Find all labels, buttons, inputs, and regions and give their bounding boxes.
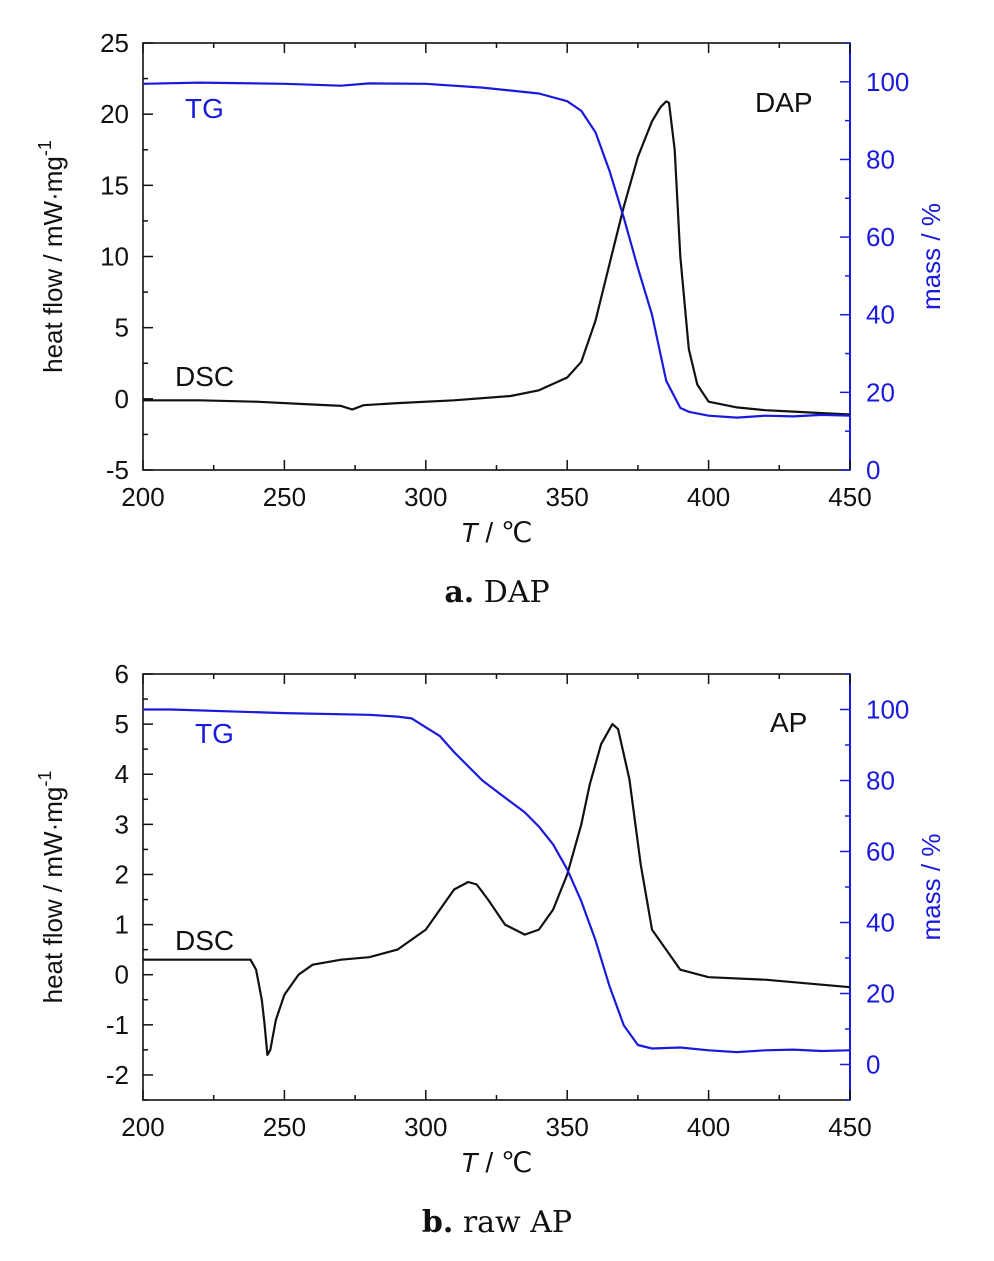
y-tick-label: 6: [115, 659, 129, 689]
x-axis-variable: T: [461, 517, 480, 548]
y-axis-label-main: heat flow / mW·mg: [38, 156, 68, 373]
x-tick-label: 300: [404, 1112, 447, 1142]
y2-tick-label: 40: [866, 908, 895, 938]
x-axis-variable: T: [461, 1147, 480, 1178]
plot-frame: [142, 673, 851, 1101]
y2-tick-label: 100: [866, 695, 909, 725]
y2-tick-label: 80: [866, 144, 895, 174]
y-axis-label: heat flow / mW·mg-1: [35, 771, 68, 1004]
x-tick-label: 350: [546, 482, 589, 512]
x-tick-label: 250: [263, 482, 306, 512]
y2-tick-label: 80: [866, 766, 895, 796]
caption-raw-ap: b. raw AP: [0, 1205, 994, 1240]
y2-tick-label: 60: [866, 837, 895, 867]
x-tick-label: 300: [404, 482, 447, 512]
plot-frame: [142, 42, 851, 471]
x-tick-label: 400: [687, 482, 730, 512]
y-tick-label: 10: [100, 242, 129, 272]
y2-axis-label: mass / %: [916, 834, 946, 941]
y2-tick-label: 20: [866, 377, 895, 407]
y2-tick-label: 0: [866, 1050, 880, 1080]
y2-tick-label: 40: [866, 300, 895, 330]
y-tick-label: 5: [115, 313, 129, 343]
chart-raw-ap: 200 250 300 350 400 450-2-1012345602040608010…: [35, 659, 946, 1178]
y-tick-label: -5: [106, 455, 129, 485]
series-label-dsc: DSC: [175, 361, 234, 392]
y-tick-label: 0: [115, 384, 129, 414]
y-tick-label: 2: [115, 859, 129, 889]
x-tick-label: 350: [546, 1112, 589, 1142]
y-tick-label: 3: [115, 809, 129, 839]
series-line-dsc: [143, 722, 851, 1056]
y-tick-label: 25: [100, 28, 129, 58]
caption-text: raw AP: [462, 1205, 573, 1240]
x-axis-label: T / ℃: [461, 517, 533, 548]
series-line-dsc: [143, 100, 851, 416]
y-tick-label: 20: [100, 99, 129, 129]
y-tick-label: 1: [115, 910, 129, 940]
y-tick-label: 4: [115, 759, 129, 789]
x-axis-unit: / ℃: [478, 517, 533, 548]
caption-letter: a.: [444, 575, 475, 610]
y2-tick-label: 0: [866, 455, 880, 485]
y2-axis-label: mass / %: [916, 203, 946, 310]
x-tick-label: 200: [121, 1112, 164, 1142]
x-tick-label: 200: [121, 482, 164, 512]
y2-tick-label: 100: [866, 67, 909, 97]
y-tick-label: 15: [100, 170, 129, 200]
y2-tick-label: 20: [866, 979, 895, 1009]
series-label-dsc: DSC: [175, 925, 234, 956]
caption-dap: a. DAP: [0, 575, 994, 610]
series-label-tg: TG: [195, 718, 234, 749]
x-tick-label: 400: [687, 1112, 730, 1142]
sample-label: AP: [770, 707, 807, 738]
x-axis-unit: / ℃: [478, 1147, 533, 1178]
y-axis-label-exponent: -1: [35, 140, 55, 156]
y-tick-label: 0: [115, 960, 129, 990]
series-label-tg: TG: [185, 93, 224, 124]
y-axis-label-exponent: -1: [35, 771, 55, 787]
y-axis-label: heat flow / mW·mg-1: [35, 140, 68, 373]
caption-letter: b.: [421, 1205, 454, 1240]
x-axis-label: T / ℃: [461, 1147, 533, 1178]
caption-text: DAP: [483, 575, 550, 610]
sample-label: DAP: [755, 87, 813, 118]
series-line-tg: [142, 81, 851, 419]
series-line-tg: [143, 708, 851, 1054]
y-tick-label: -2: [106, 1060, 129, 1090]
y-tick-label: 5: [115, 709, 129, 739]
x-tick-label: 450: [828, 1112, 871, 1142]
x-tick-label: 450: [828, 482, 871, 512]
y-axis-label-main: heat flow / mW·mg: [38, 787, 68, 1004]
x-tick-label: 250: [263, 1112, 306, 1142]
y2-tick-label: 60: [866, 222, 895, 252]
chart-dap: 200 250 300 350 400 450-505101520250204060801…: [35, 28, 946, 548]
y-tick-label: -1: [106, 1010, 129, 1040]
